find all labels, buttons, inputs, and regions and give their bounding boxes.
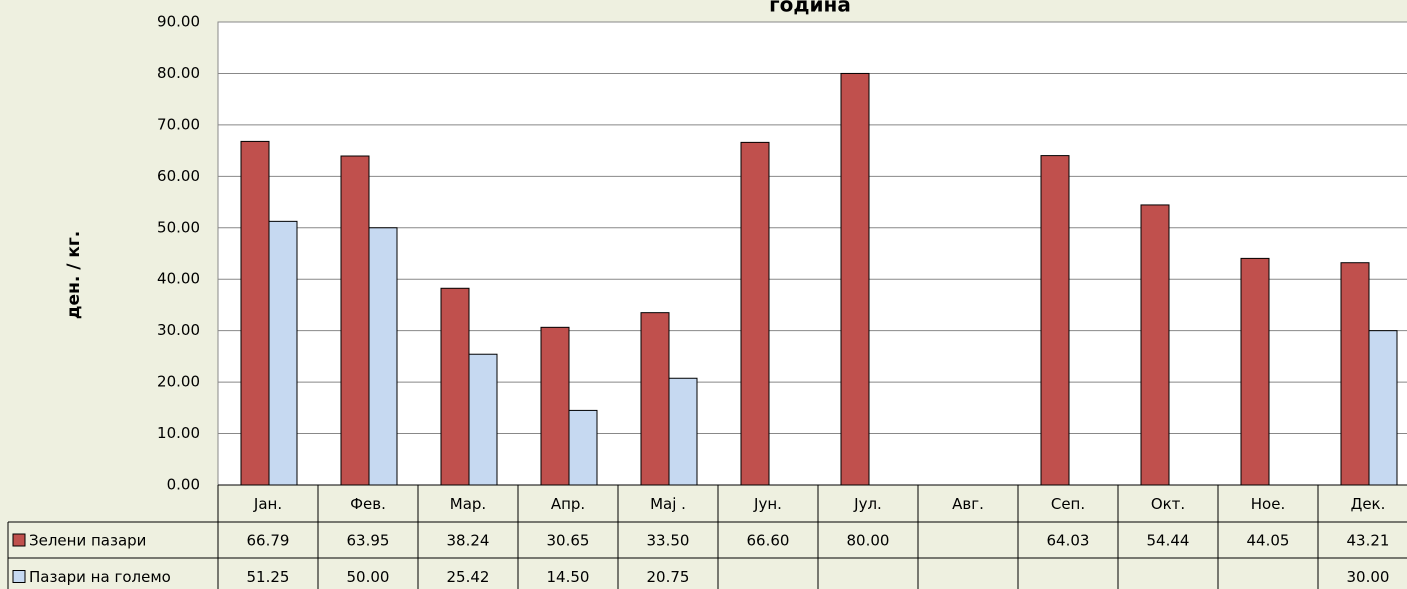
x-tick-label: Апр.: [551, 495, 585, 513]
table-value: 63.95: [347, 532, 390, 550]
table-value: 14.50: [547, 568, 590, 586]
bar: [1140, 204, 1170, 486]
x-tick-label: Јул.: [853, 495, 882, 513]
y-tick-label: 40.00: [157, 270, 200, 288]
bar: [268, 220, 298, 486]
x-tick-label: Дек.: [1351, 495, 1386, 513]
y-tick-label: 50.00: [157, 218, 200, 236]
table-value: 54.44: [1147, 532, 1190, 550]
table-value: 64.03: [1047, 532, 1090, 550]
legend-swatch: [12, 533, 26, 547]
y-tick-label: 20.00: [157, 373, 200, 391]
x-tick-label: Окт.: [1151, 495, 1185, 513]
table-value: 30.65: [547, 532, 590, 550]
bar: [240, 140, 270, 486]
x-tick-label: Мар.: [450, 495, 486, 513]
bar: [640, 312, 670, 486]
table-value: 33.50: [647, 532, 690, 550]
y-tick-label: 0.00: [167, 476, 200, 494]
y-tick-label: 90.00: [157, 13, 200, 31]
table-value: 44.05: [1247, 532, 1290, 550]
bar: [340, 155, 370, 486]
x-tick-label: Јан.: [253, 495, 282, 513]
table-value: 50.00: [347, 568, 390, 586]
bar: [568, 409, 598, 486]
bar: [440, 287, 470, 486]
table-value: 66.79: [247, 532, 290, 550]
y-tick-label: 30.00: [157, 321, 200, 339]
table-value: 25.42: [447, 568, 490, 586]
table-value: 20.75: [647, 568, 690, 586]
y-tick-label: 70.00: [157, 115, 200, 133]
table-value: 38.24: [447, 532, 490, 550]
legend-label: Пазари на големо: [29, 568, 171, 586]
table-value: 66.60: [747, 532, 790, 550]
bar: [668, 377, 698, 486]
bar: [840, 72, 870, 486]
bar: [368, 227, 398, 486]
y-tick-label: 80.00: [157, 64, 200, 82]
legend-swatch: [12, 570, 26, 583]
bar: [1368, 330, 1398, 486]
bar: [1240, 257, 1270, 486]
bar: [1040, 155, 1070, 486]
x-tick-label: Сеп.: [1051, 495, 1085, 513]
x-tick-label: Авг.: [952, 495, 984, 513]
x-tick-label: Мај .: [650, 495, 686, 513]
plot-area: [217, 21, 1407, 486]
chart-title: година: [769, 0, 851, 17]
y-tick-label: 10.00: [157, 424, 200, 442]
x-tick-label: Јун.: [753, 495, 782, 513]
bar: [1340, 262, 1370, 486]
bar: [540, 326, 570, 486]
table-value: 51.25: [247, 568, 290, 586]
x-tick-label: Фев.: [350, 495, 386, 513]
y-tick-label: 60.00: [157, 167, 200, 185]
table-value: 43.21: [1347, 532, 1390, 550]
y-axis-label: ден. / кг.: [64, 231, 84, 319]
table-value: 80.00: [847, 532, 890, 550]
bar: [740, 141, 770, 486]
legend-label: Зелени пазари: [29, 532, 146, 550]
x-tick-label: Ное.: [1251, 495, 1285, 513]
bar: [468, 353, 498, 486]
table-value: 30.00: [1347, 568, 1390, 586]
